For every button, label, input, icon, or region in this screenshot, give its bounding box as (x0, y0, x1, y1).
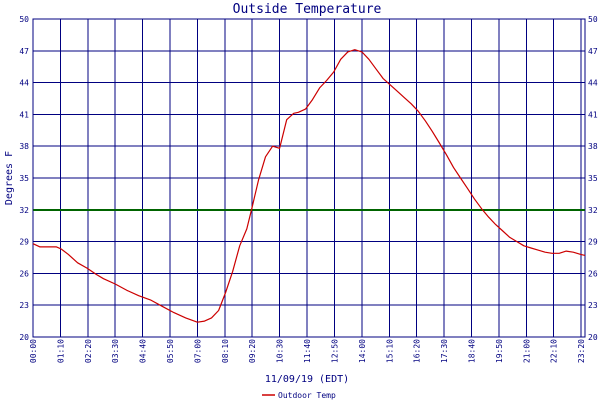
x-tick-label: 03:30 (111, 339, 120, 363)
x-tick-label: 02:20 (84, 339, 93, 363)
series-line-outdoor-temp (32, 49, 586, 323)
y-tick-label: 35 (19, 174, 29, 183)
x-tick-label: 16:20 (413, 339, 422, 363)
y-tick-label: 29 (19, 238, 29, 247)
x-tick-label: 09:20 (248, 339, 257, 363)
x-tick-label: 01:10 (56, 339, 65, 363)
y-tick-label-right: 20 (588, 333, 598, 342)
y-tick-label-right: 47 (588, 47, 598, 56)
y-tick-label-right: 23 (588, 301, 598, 310)
legend: Outdoor Temp (262, 391, 336, 400)
x-tick-label: 10:30 (276, 339, 285, 363)
y-tick-label: 26 (19, 269, 29, 278)
x-tick-label: 12:50 (330, 339, 339, 363)
x-tick-label: 22:10 (550, 339, 559, 363)
y-tick-label-right: 44 (588, 79, 598, 88)
y-axis-label: Degrees F (4, 151, 15, 205)
y-tick-labels-left: 20 23 26 29 32 35 38 41 44 47 50 (19, 15, 29, 342)
y-tick-label: 50 (19, 15, 29, 24)
chart-title: Outside Temperature (233, 2, 382, 17)
legend-label-outdoor-temp: Outdoor Temp (278, 391, 336, 400)
y-tick-label-right: 50 (588, 15, 598, 24)
y-tick-label-right: 29 (588, 238, 598, 247)
y-tick-label: 38 (19, 142, 29, 151)
x-tick-label: 08:10 (221, 339, 230, 363)
y-tick-labels-right: 20 23 26 29 32 35 38 41 44 47 50 (588, 15, 598, 342)
x-tick-label: 19:50 (495, 339, 504, 363)
y-tick-label: 41 (19, 110, 29, 119)
x-tick-label: 18:40 (467, 339, 476, 363)
x-tick-label: 15:10 (385, 339, 394, 363)
y-tick-label-right: 26 (588, 269, 598, 278)
x-tick-label: 04:40 (139, 339, 148, 363)
y-tick-label-right: 38 (588, 142, 598, 151)
y-tick-label: 44 (19, 79, 29, 88)
x-tick-label: 14:00 (358, 339, 367, 363)
x-tick-label: 05:50 (166, 339, 175, 363)
y-tick-label-right: 41 (588, 110, 598, 119)
x-tick-label: 21:00 (522, 339, 531, 363)
y-tick-label: 23 (19, 301, 29, 310)
x-axis-label: 11/09/19 (EDT) (265, 374, 349, 385)
x-tick-label: 17:30 (440, 339, 449, 363)
x-tick-label: 07:00 (193, 339, 202, 363)
y-tick-label: 47 (19, 47, 29, 56)
y-tick-label: 20 (19, 333, 29, 342)
x-tick-label: 23:20 (577, 339, 586, 363)
x-tick-label: 11:40 (303, 339, 312, 363)
x-tick-label: 00:00 (29, 339, 38, 363)
series-lines (32, 49, 586, 323)
x-tick-labels: 00:00 01:10 02:20 03:30 04:40 05:50 07:00 08:10… (29, 339, 586, 363)
y-tick-label: 32 (19, 206, 29, 215)
y-tick-label-right: 35 (588, 174, 598, 183)
y-tick-label-right: 32 (588, 206, 598, 215)
